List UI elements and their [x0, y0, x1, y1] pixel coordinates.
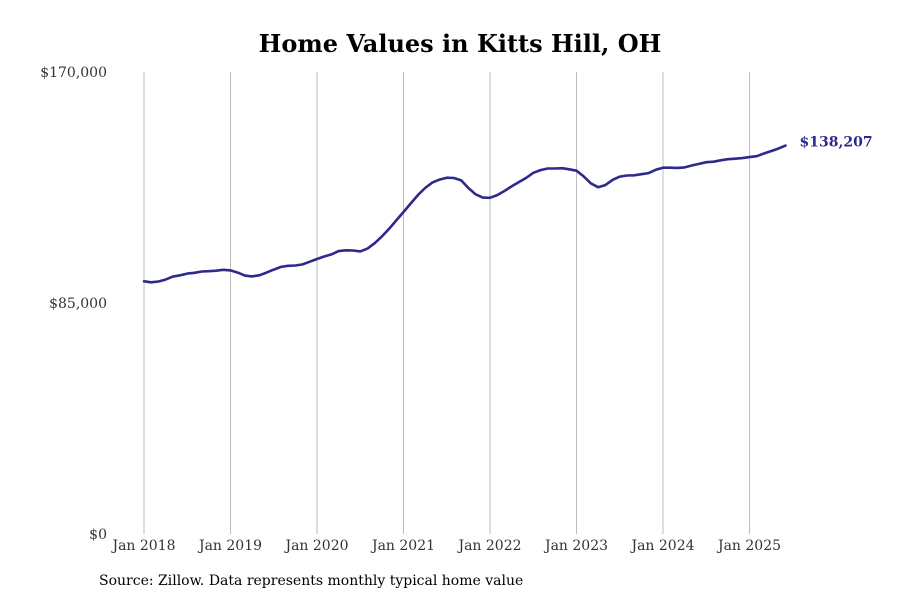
x-tick-label: Jan 2019: [197, 538, 262, 554]
series-line: [142, 144, 787, 284]
source-note: Source: Zillow. Data represents monthly …: [99, 573, 524, 589]
x-tick-label: Jan 2025: [716, 538, 781, 554]
x-tick-label: Jan 2021: [370, 538, 435, 554]
grid: [143, 72, 750, 534]
y-axis: $0 $85,000 $170,000: [40, 65, 107, 543]
x-tick-label: Jan 2018: [110, 538, 175, 554]
y-tick-label: $170,000: [40, 65, 107, 81]
y-tick-label: $0: [89, 527, 107, 543]
x-tick-label: Jan 2020: [283, 538, 348, 554]
x-axis: Jan 2018 Jan 2019 Jan 2020 Jan 2021 Jan 2022…: [110, 538, 781, 554]
y-tick-label: $85,000: [49, 296, 107, 312]
chart-title: Home Values in Kitts Hill, OH: [259, 29, 662, 58]
x-tick-label: Jan 2022: [456, 538, 521, 554]
x-tick-label: Jan 2024: [629, 538, 694, 554]
x-tick-label: Jan 2023: [543, 538, 608, 554]
end-value-label: $138,207: [800, 135, 873, 151]
